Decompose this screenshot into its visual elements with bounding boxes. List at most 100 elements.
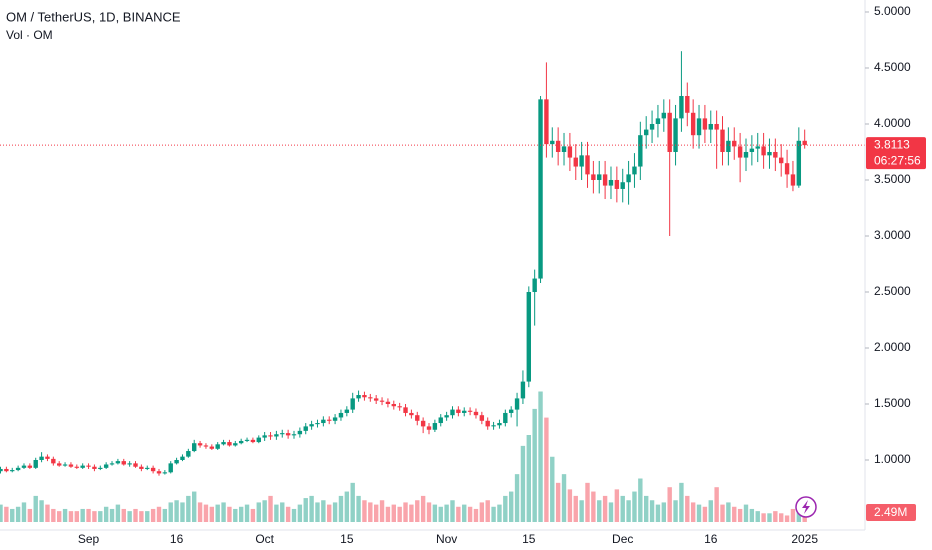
- candle-body: [673, 118, 678, 152]
- candle-body: [679, 95, 684, 119]
- volume-bar: [33, 495, 38, 522]
- candle-body: [520, 381, 526, 399]
- x-tick-label: 2025: [791, 532, 818, 546]
- volume-bar: [749, 508, 755, 522]
- candle-body: [303, 426, 308, 431]
- volume-bar: [57, 511, 62, 522]
- candle-body: [45, 456, 50, 459]
- candle-body: [309, 424, 314, 427]
- candle-body: [10, 470, 15, 472]
- candle-body: [362, 395, 367, 398]
- candle-body: [420, 420, 426, 427]
- candle-body: [315, 423, 320, 425]
- icon-bolt[interactable]: [802, 500, 810, 514]
- candle-body: [344, 409, 350, 413]
- candle-body: [638, 135, 643, 167]
- volume-bar: [620, 495, 625, 522]
- candle-body: [749, 148, 755, 152]
- candle-body: [409, 412, 414, 416]
- candle-body: [332, 417, 338, 421]
- candle-body: [33, 459, 38, 468]
- volume-bar: [15, 506, 21, 522]
- x-tick-label: Dec: [612, 532, 633, 546]
- candle-body: [86, 465, 91, 467]
- volume-bar: [755, 511, 760, 522]
- candle-body: [209, 446, 215, 449]
- candle-body: [379, 400, 385, 402]
- candle-body: [561, 146, 567, 152]
- candle-body: [297, 430, 303, 435]
- volume-bar: [4, 506, 9, 522]
- candle-body: [696, 118, 702, 136]
- candle-body: [608, 179, 614, 186]
- candle-body: [755, 146, 760, 149]
- candle-body: [432, 423, 438, 430]
- volume-bar: [356, 495, 361, 522]
- volume-bar: [80, 508, 85, 522]
- volume-bar: [227, 506, 232, 522]
- candle-body: [585, 155, 590, 175]
- volume-bar: [262, 500, 267, 522]
- volume-bar: [485, 500, 490, 522]
- volume-bar: [174, 500, 179, 522]
- volume-bar: [10, 508, 15, 522]
- x-tick-label: 16: [170, 532, 184, 546]
- volume-bar: [479, 502, 485, 522]
- volume-legend: Vol · OM: [6, 28, 53, 42]
- volume-bar: [121, 508, 126, 522]
- volume-bar: [520, 445, 526, 522]
- volume-bar: [538, 391, 543, 522]
- volume-bar: [27, 508, 33, 522]
- volume-bar: [467, 506, 473, 522]
- volume-bar: [74, 511, 80, 522]
- volume-bar: [403, 502, 408, 522]
- candle-body: [21, 465, 27, 468]
- volume-bar: [561, 474, 567, 522]
- volume-bar: [667, 487, 672, 522]
- volume-bar: [432, 504, 438, 522]
- candle-body: [473, 411, 479, 416]
- volume-bar: [68, 511, 74, 522]
- volume-bar: [344, 491, 350, 522]
- last-price-label: 3.8113: [874, 137, 910, 151]
- candle-body: [415, 415, 420, 421]
- candle-body: [133, 463, 138, 467]
- volume-label-box: [866, 504, 916, 521]
- volume-bar: [638, 478, 643, 522]
- volume-bar: [45, 504, 50, 522]
- volume-bar: [162, 508, 168, 522]
- lightning-icon[interactable]: [795, 496, 817, 518]
- candle-body: [338, 412, 344, 418]
- candle-body: [268, 435, 273, 437]
- candle-body: [262, 435, 267, 438]
- candle-body: [514, 398, 520, 410]
- volume-bar: [743, 504, 749, 522]
- x-tick-label: 15: [522, 532, 536, 546]
- volume-bar: [274, 504, 279, 522]
- volume-bar: [397, 506, 402, 522]
- volume-bar: [644, 495, 649, 522]
- candle-body: [462, 410, 467, 413]
- candle-body: [690, 112, 696, 136]
- volume-bar: [350, 482, 355, 522]
- volume-bar: [532, 408, 537, 522]
- y-tick-label: 3.5000: [874, 172, 911, 186]
- volume-bar: [420, 495, 426, 522]
- volume-bar: [51, 508, 56, 522]
- candle-body: [491, 425, 496, 427]
- x-tick-label: Nov: [436, 532, 457, 546]
- volume-bar: [409, 504, 414, 522]
- volume-bar: [221, 502, 226, 522]
- y-tick-label: 1.0000: [874, 452, 911, 466]
- volume-bar: [103, 506, 109, 522]
- volume-bar: [250, 508, 256, 522]
- candle-body: [274, 434, 279, 437]
- volume-bar: [203, 504, 209, 522]
- candle-body: [192, 443, 197, 452]
- candle-body: [555, 140, 561, 152]
- candle-body: [550, 140, 555, 145]
- volume-bar: [696, 504, 702, 522]
- volume-bar: [526, 435, 531, 522]
- candle-body: [103, 464, 109, 468]
